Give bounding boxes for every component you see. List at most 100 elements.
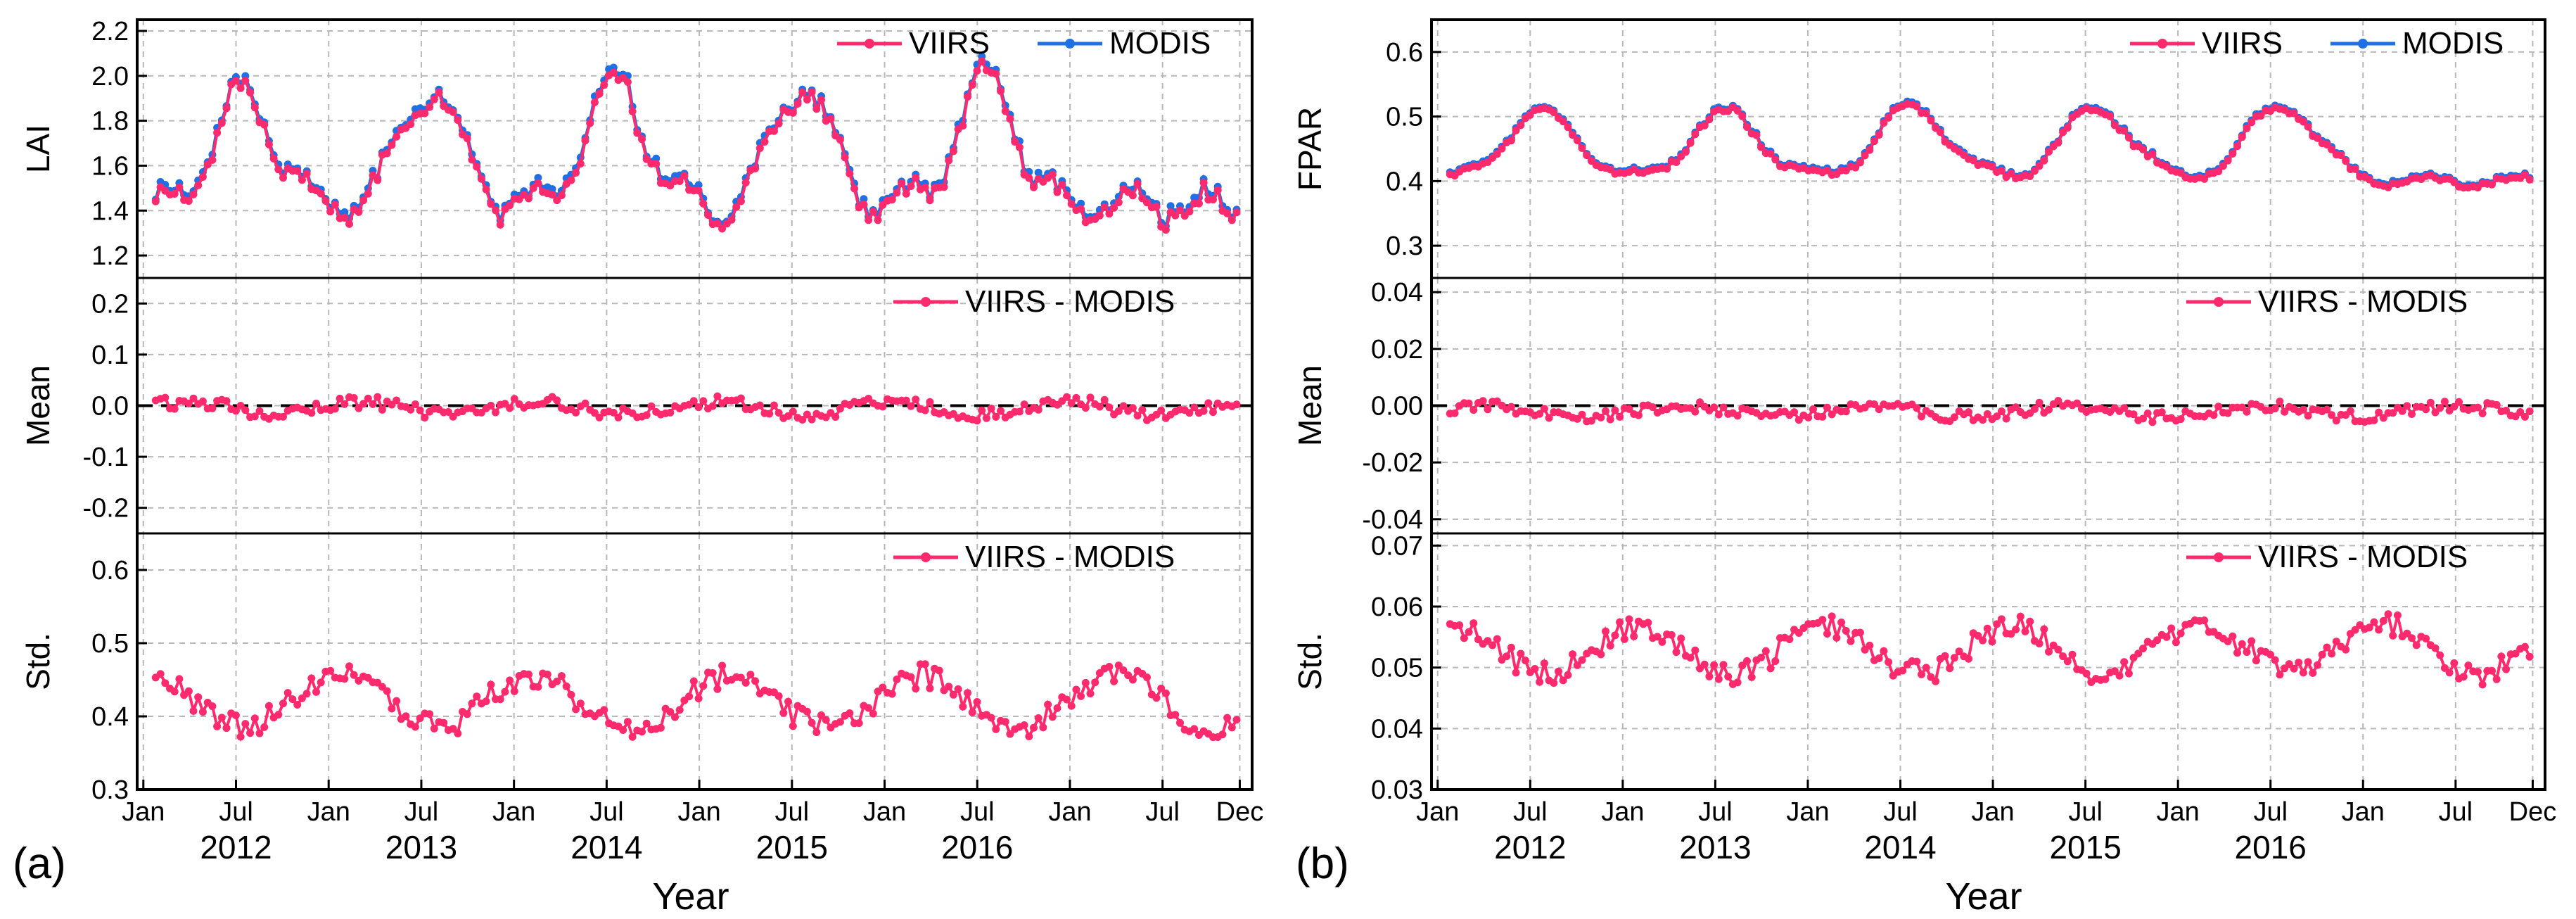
data-point xyxy=(1766,149,1775,158)
data-point xyxy=(1030,723,1038,732)
data-point xyxy=(1922,664,1930,672)
data-point xyxy=(1634,411,1643,419)
data-point xyxy=(246,729,255,737)
data-point xyxy=(2389,409,2397,417)
data-point xyxy=(774,692,783,700)
data-point xyxy=(671,713,679,721)
x-tick-label: Jan xyxy=(2342,797,2385,827)
data-point xyxy=(1072,393,1080,402)
data-point xyxy=(727,215,736,224)
data-point xyxy=(940,183,948,191)
data-point xyxy=(562,682,570,690)
data-point xyxy=(798,416,807,424)
data-point xyxy=(1743,657,1751,665)
data-point xyxy=(1143,673,1151,682)
data-point xyxy=(836,718,844,726)
data-point xyxy=(2323,643,2331,652)
data-point xyxy=(1077,692,1085,700)
y-axis-label: Mean xyxy=(1292,365,1328,446)
data-point xyxy=(1498,144,1506,153)
data-point xyxy=(1927,116,1935,125)
data-point xyxy=(1573,137,1581,144)
data-point xyxy=(912,685,920,693)
data-point xyxy=(713,220,722,228)
data-point xyxy=(2455,398,2463,406)
data-point xyxy=(1536,410,1544,418)
data-point xyxy=(1465,628,1473,636)
data-point xyxy=(2478,410,2487,417)
data-point xyxy=(827,115,835,123)
data-point xyxy=(473,163,481,171)
data-point xyxy=(231,711,240,720)
data-point xyxy=(689,397,698,405)
data-point xyxy=(708,668,717,677)
data-point xyxy=(1861,151,1869,160)
data-point xyxy=(1766,664,1775,673)
data-point xyxy=(2511,649,2520,658)
data-point xyxy=(454,729,462,737)
data-point xyxy=(407,120,415,129)
y-tick-label: -0.02 xyxy=(1362,448,1423,478)
legend-modis-label: MODIS xyxy=(2402,26,2504,61)
data-point xyxy=(1067,200,1076,208)
data-point xyxy=(487,200,495,208)
data-point xyxy=(1823,403,1831,412)
data-point xyxy=(2408,634,2416,642)
data-point xyxy=(449,725,457,733)
data-point xyxy=(1606,642,1614,650)
data-point xyxy=(1522,657,1529,665)
data-point xyxy=(1559,676,1567,685)
data-point xyxy=(1837,619,1846,626)
data-point xyxy=(482,697,490,706)
data-point xyxy=(1761,647,1770,655)
data-point xyxy=(1020,400,1028,409)
data-point xyxy=(609,408,618,417)
data-point xyxy=(553,677,561,685)
data-point xyxy=(2450,659,2459,667)
data-point xyxy=(926,196,934,205)
data-point xyxy=(217,119,226,127)
data-point xyxy=(170,190,179,198)
data-point xyxy=(2473,668,2482,676)
data-point xyxy=(812,105,821,113)
data-point xyxy=(2120,127,2129,135)
data-point xyxy=(1724,673,1733,680)
y-tick-label: 0.2 xyxy=(91,289,129,319)
data-point xyxy=(803,96,811,104)
data-point xyxy=(250,714,259,723)
data-point xyxy=(2124,134,2133,142)
data-point xyxy=(1232,208,1241,217)
data-point xyxy=(959,702,967,711)
data-point xyxy=(973,67,981,75)
y-tick-label: 1.6 xyxy=(91,151,129,181)
data-point xyxy=(869,709,877,718)
data-point xyxy=(2304,412,2312,420)
data-point xyxy=(1199,407,1208,415)
x-tick-label: Jan xyxy=(1048,797,1091,827)
data-point xyxy=(298,176,306,184)
data-point xyxy=(694,186,703,195)
data-point xyxy=(1733,678,1742,687)
data-point xyxy=(1569,650,1577,659)
data-point xyxy=(2110,121,2119,129)
data-point xyxy=(557,191,566,200)
data-point xyxy=(1550,108,1558,116)
data-point xyxy=(638,135,646,144)
data-point xyxy=(2314,134,2321,142)
data-point xyxy=(685,692,694,701)
data-point xyxy=(1517,121,1525,129)
data-point xyxy=(2431,644,2440,652)
data-point xyxy=(879,403,887,411)
y-tick-label: 1.8 xyxy=(91,107,129,137)
data-point xyxy=(374,393,382,401)
data-point xyxy=(553,196,561,205)
data-point xyxy=(586,119,594,127)
data-point xyxy=(902,189,910,198)
data-point xyxy=(642,719,651,728)
data-point xyxy=(1161,226,1170,234)
data-point xyxy=(506,201,514,210)
data-point xyxy=(241,720,250,728)
series-viirs xyxy=(1446,100,2534,192)
data-point xyxy=(628,733,637,741)
data-point xyxy=(1095,403,1104,411)
